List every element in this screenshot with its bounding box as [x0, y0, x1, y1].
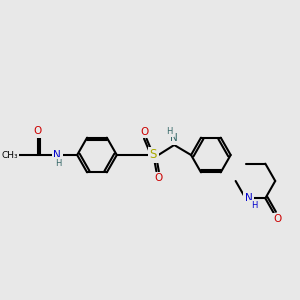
Text: O: O	[33, 126, 42, 136]
Text: N: N	[53, 150, 61, 160]
Text: S: S	[150, 148, 157, 161]
Text: O: O	[273, 214, 281, 224]
Text: O: O	[140, 127, 148, 136]
Text: N: N	[170, 133, 178, 143]
Text: H: H	[55, 158, 61, 167]
Text: H: H	[251, 201, 258, 210]
Text: O: O	[154, 173, 163, 183]
Text: CH₃: CH₃	[2, 151, 18, 160]
Text: H: H	[166, 127, 172, 136]
Text: N: N	[244, 193, 252, 203]
